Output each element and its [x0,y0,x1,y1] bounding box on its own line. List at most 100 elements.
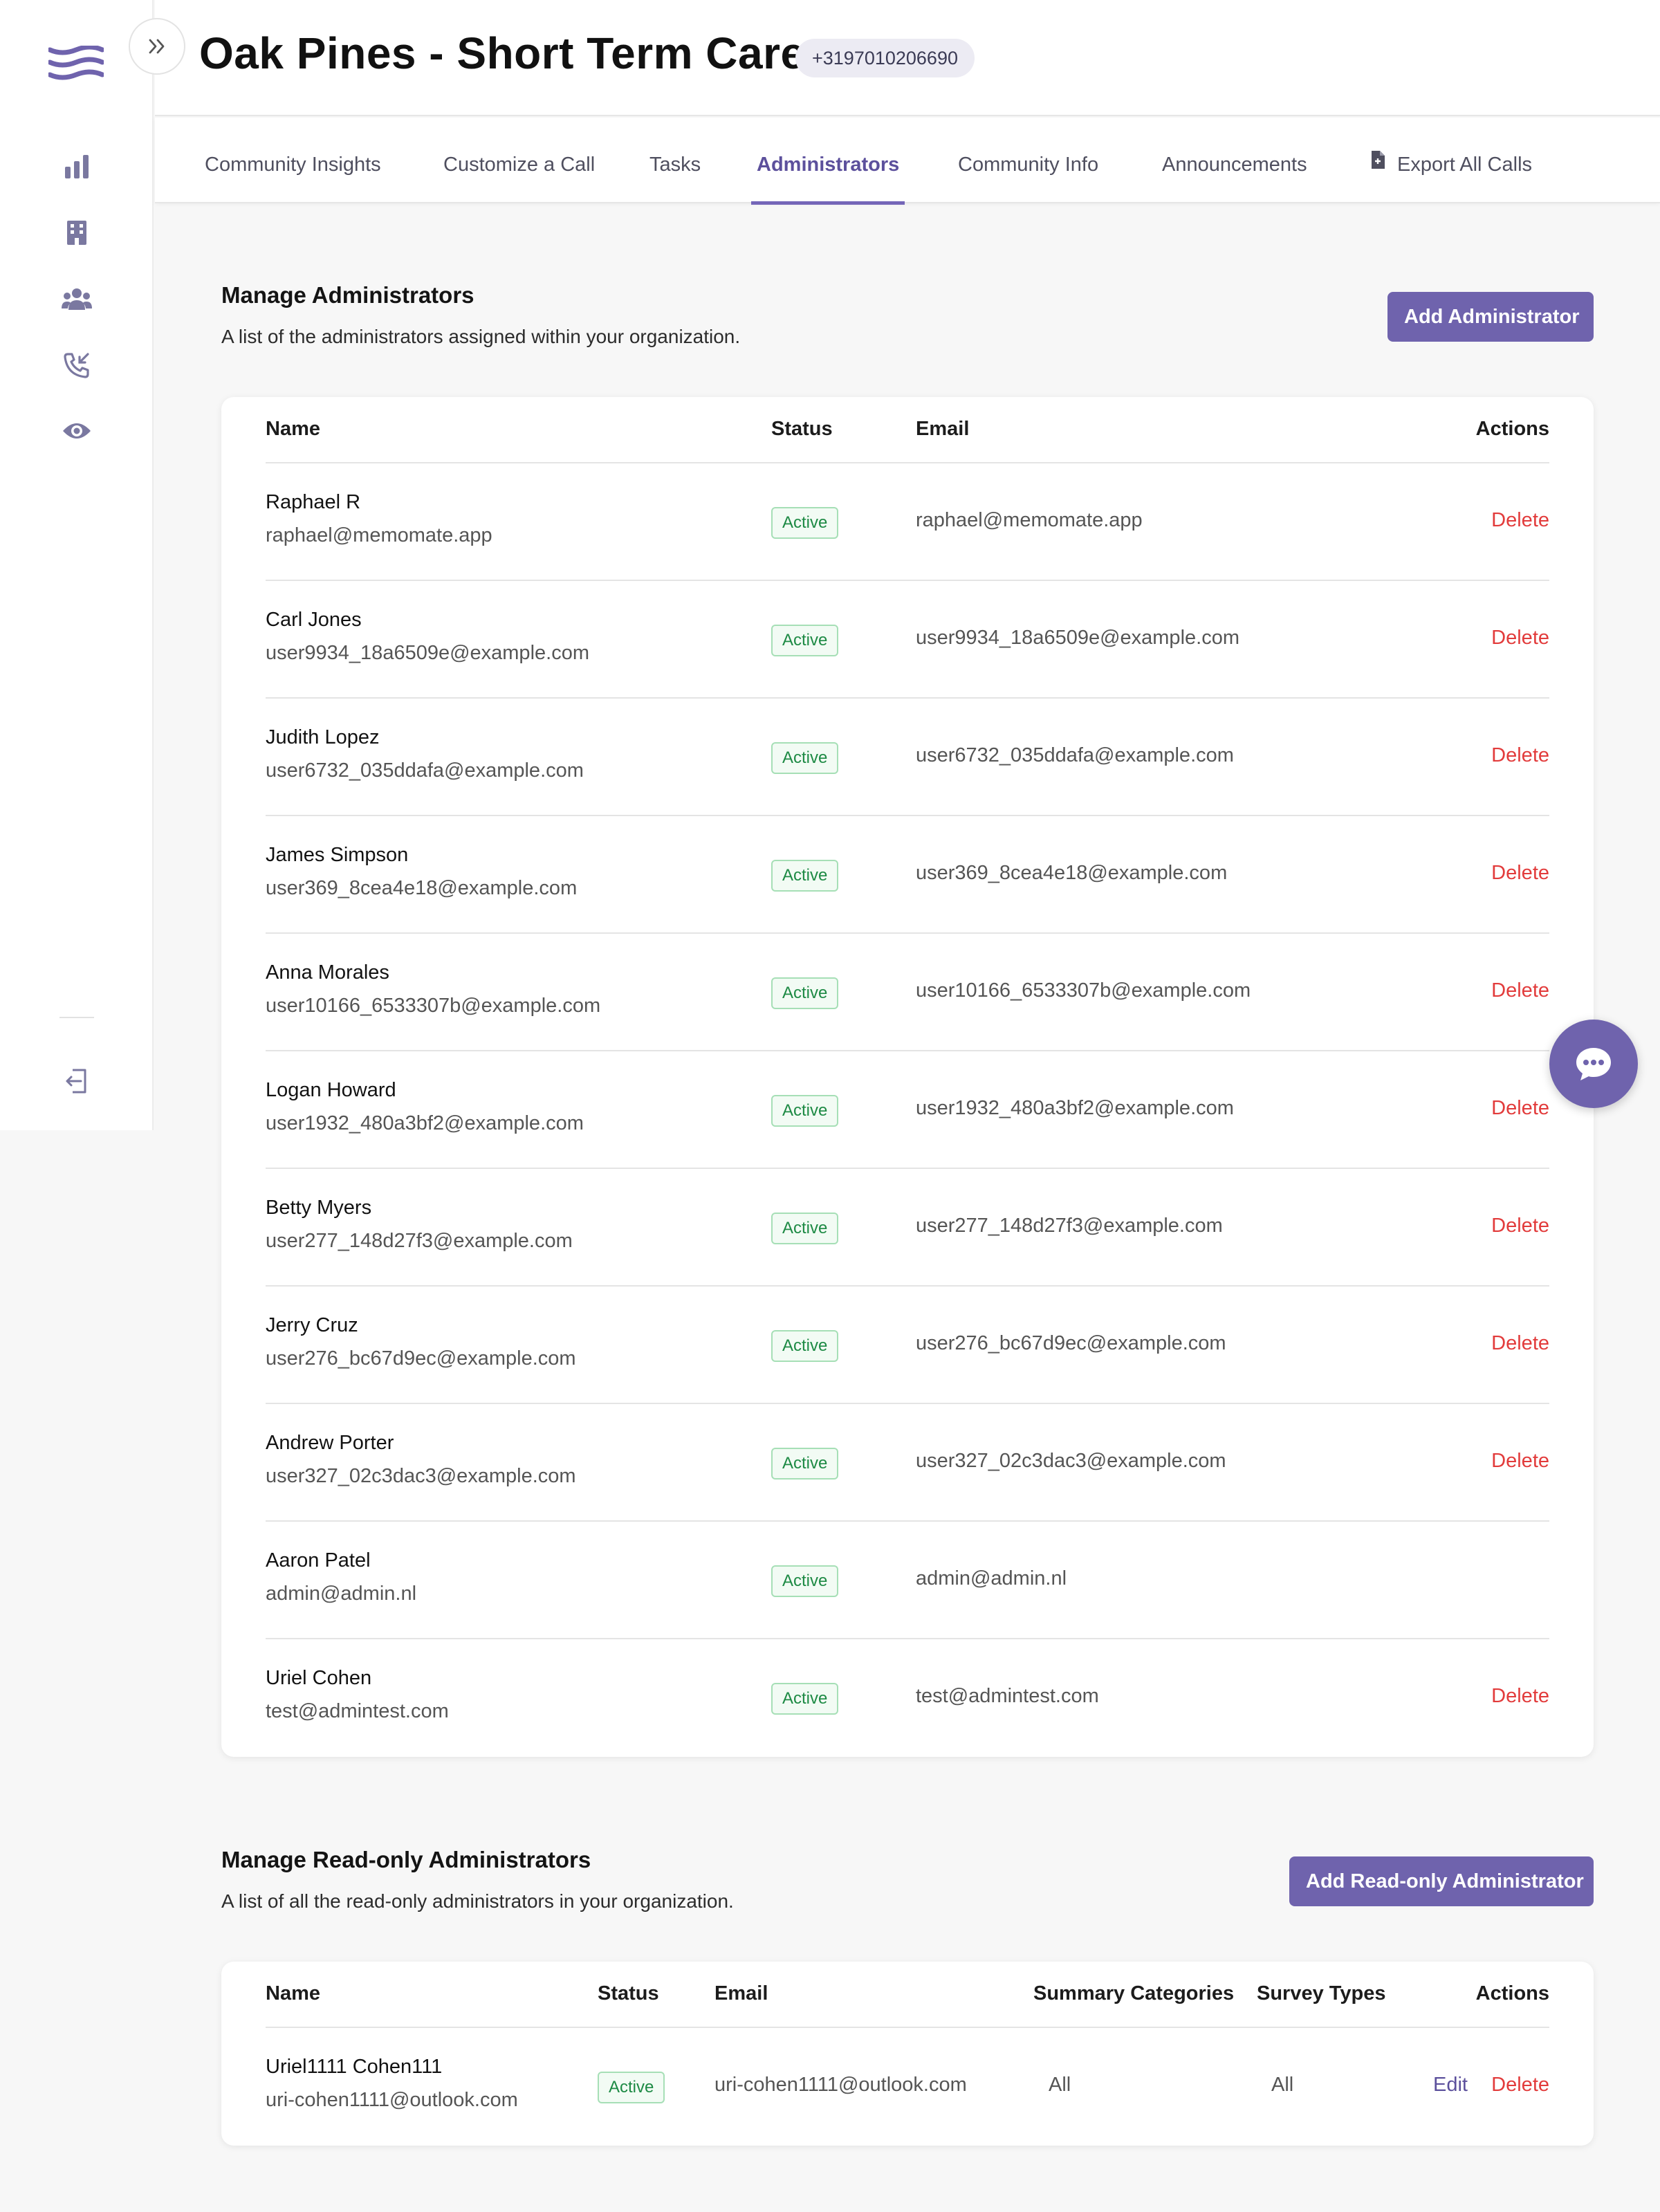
page-title: Oak Pines - Short Term Care [199,28,806,78]
delete-button[interactable]: Delete [1491,509,1549,531]
admin-subemail: admin@admin.nl [266,1583,417,1605]
header-divider [266,462,1549,463]
double-chevron-right-icon [149,39,165,54]
logout-icon[interactable] [59,1064,94,1098]
admin-subemail: user6732_035ddafa@example.com [266,759,584,782]
tab-bar: Community Insights Customize a Call Task… [155,118,1660,205]
admin-email: user277_148d27f3@example.com [916,1215,1223,1237]
readonly-admin-subemail: uri-cohen1111@outlook.com [266,2089,518,2111]
admin-subemail: user9934_18a6509e@example.com [266,642,589,664]
delete-button[interactable]: Delete [1491,862,1549,884]
status-badge: Active [771,1213,839,1244]
add-readonly-administrator-button[interactable]: Add Read-only Administrator [1289,1856,1594,1906]
row-divider [266,697,1549,699]
readonly-section-title: Manage Read-only Administrators [221,1847,591,1872]
delete-button[interactable]: Delete [1491,1097,1549,1119]
status-badge: Active [771,1448,839,1480]
tab-announcements[interactable]: Announcements [1162,154,1307,176]
eye-icon[interactable] [59,414,94,448]
row-divider [266,580,1549,581]
sidebar [0,0,154,1130]
ro-col-header-actions: Actions [1475,1982,1549,2004]
survey-types-value: All [1271,2074,1294,2096]
file-export-icon [1370,116,1386,210]
delete-button[interactable]: Delete [1491,1685,1549,1707]
ro-header-divider [266,2027,1549,2028]
table-row: Andrew Porter user327_02c3dac3@example.co… [221,1404,1594,1522]
admin-subemail: user327_02c3dac3@example.com [266,1465,576,1487]
admin-name: Logan Howard [266,1079,396,1101]
table-row: Raphael R raphael@memomate.app Active rapha… [221,463,1594,581]
admin-subemail: user1932_480a3bf2@example.com [266,1112,584,1134]
tab-administrators[interactable]: Administrators [750,118,905,205]
admin-email: raphael@memomate.app [916,509,1143,531]
row-divider [266,1168,1549,1169]
admin-subemail: user277_148d27f3@example.com [266,1230,573,1252]
administrators-table: Name Status Email Actions Raphael R rapha… [221,397,1594,1757]
delete-button[interactable]: Delete [1491,1450,1549,1472]
delete-button[interactable]: Delete [1491,2074,1549,2096]
col-header-email: Email [916,418,970,440]
incoming-call-icon[interactable] [59,348,94,383]
status-badge: Active [598,2072,665,2103]
phone-number-badge: +3197010206690 [795,39,975,77]
readonly-administrators-table: Name Status Email Summary Categories Sur… [221,1962,1594,2146]
admin-email: user1932_480a3bf2@example.com [916,1097,1234,1119]
chat-bubble-icon [1576,1048,1611,1080]
delete-button[interactable]: Delete [1491,979,1549,1002]
admin-subemail: test@admintest.com [266,1700,449,1722]
admin-name: Jerry Cruz [266,1314,358,1336]
tab-community-info[interactable]: Community Info [958,154,1099,176]
status-badge: Active [771,507,839,539]
admin-email: user6732_035ddafa@example.com [916,744,1234,766]
delete-button[interactable]: Delete [1491,1215,1549,1237]
table-row: Logan Howard user1932_480a3bf2@example.co… [221,1051,1594,1169]
tab-tasks[interactable]: Tasks [649,154,701,176]
logo-icon[interactable] [47,44,105,80]
table-row: Carl Jones user9934_18a6509e@example.com A… [221,581,1594,699]
admin-subemail: user10166_6533307b@example.com [266,995,601,1017]
admin-subemail: raphael@memomate.app [266,524,492,546]
admin-name: Judith Lopez [266,726,380,748]
expand-sidebar-button[interactable] [129,18,185,75]
row-divider [266,1403,1549,1404]
tab-export-label: Export All Calls [1397,154,1533,176]
admin-email: user9934_18a6509e@example.com [916,627,1239,649]
tab-export-all-calls[interactable]: Export All Calls [1370,118,1532,203]
status-badge: Active [771,742,839,774]
status-badge: Active [771,625,839,656]
row-divider [266,932,1549,934]
delete-button[interactable]: Delete [1491,1332,1549,1354]
tab-customize-call[interactable]: Customize a Call [443,154,596,176]
admin-name: Betty Myers [266,1197,372,1219]
admin-subemail: user276_bc67d9ec@example.com [266,1347,576,1370]
ro-col-header-summary-categories: Summary Categories [1033,1982,1235,2004]
ro-col-header-name: Name [266,1982,320,2004]
chat-button[interactable] [1549,1020,1638,1108]
delete-button[interactable]: Delete [1491,627,1549,649]
status-badge: Active [771,860,839,892]
table-row: Uriel1111 Cohen111 uri-cohen1111@outlook… [221,2028,1594,2146]
admin-subemail: user369_8cea4e18@example.com [266,877,578,899]
group-icon[interactable] [59,282,94,316]
table-row: Betty Myers user277_148d27f3@example.com A… [221,1169,1594,1287]
status-badge: Active [771,977,839,1009]
edit-button[interactable]: Edit [1433,2074,1468,2096]
tab-community-insights[interactable]: Community Insights [205,154,381,176]
admin-email: admin@admin.nl [916,1567,1067,1589]
admin-email: user276_bc67d9ec@example.com [916,1332,1226,1354]
admin-name: Uriel Cohen [266,1667,372,1689]
col-header-actions: Actions [1475,418,1549,440]
bar-chart-icon[interactable] [59,149,94,184]
admin-email: user10166_6533307b@example.com [916,979,1251,1002]
summary-categories-value: All [1049,2074,1071,2096]
delete-button[interactable]: Delete [1491,744,1549,766]
ro-col-header-status: Status [598,1982,659,2004]
building-icon[interactable] [59,215,94,250]
admins-section-description: A list of the administrators assigned wi… [221,326,741,347]
status-badge: Active [771,1095,839,1127]
sidebar-divider [59,1017,94,1018]
status-badge: Active [771,1683,839,1715]
readonly-admin-email: uri-cohen1111@outlook.com [714,2074,967,2096]
add-administrator-button[interactable]: Add Administrator [1387,292,1594,342]
